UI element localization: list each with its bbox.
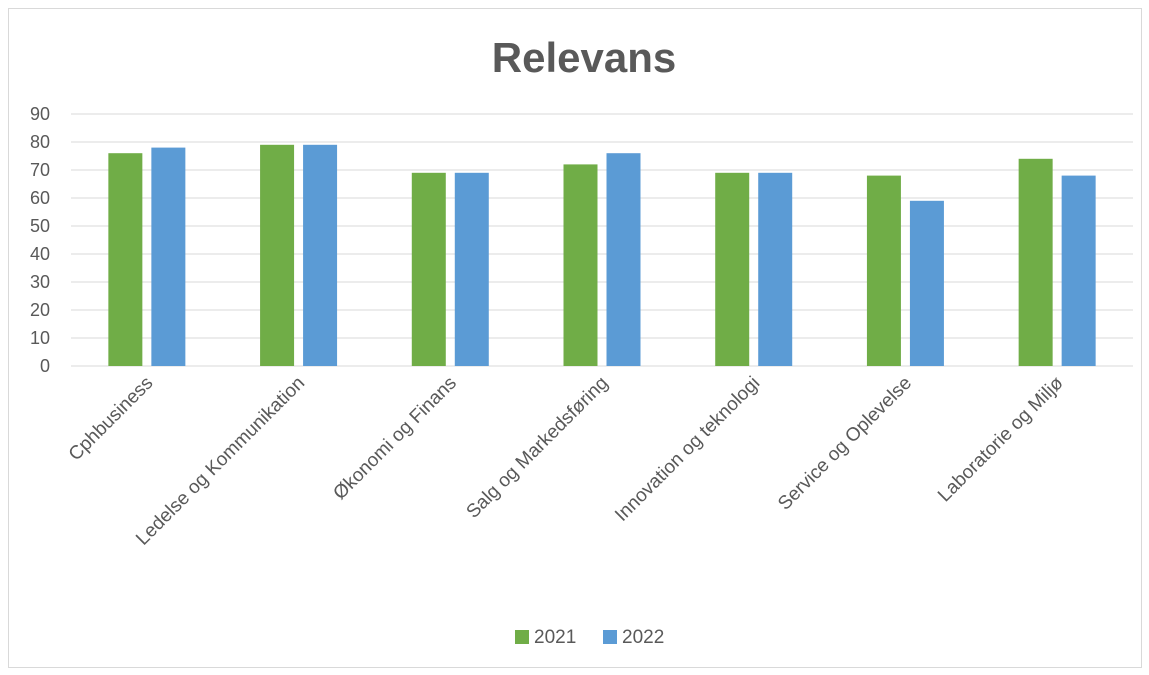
x-tick-label: Salg og Markedsføring bbox=[463, 373, 613, 523]
bar-2022-4 bbox=[758, 172, 793, 366]
chart-title: Relevans bbox=[492, 34, 676, 81]
legend-swatch-2022 bbox=[603, 630, 617, 644]
legend-label: 2021 bbox=[534, 627, 576, 648]
y-tick-label: 60 bbox=[30, 188, 50, 208]
y-tick-label: 50 bbox=[30, 216, 50, 236]
bar-2021-6 bbox=[1018, 158, 1053, 366]
y-axis-ticks: 0 10 20 30 40 50 60 70 80 90 bbox=[30, 104, 50, 376]
bar-2022-0 bbox=[151, 147, 186, 366]
y-tick-label: 0 bbox=[40, 356, 50, 376]
bar-2021-4 bbox=[715, 172, 750, 366]
y-tick-label: 70 bbox=[30, 160, 50, 180]
x-tick-label: Innovation og teknologi bbox=[611, 373, 764, 526]
bar-2021-5 bbox=[866, 175, 901, 366]
legend-label: 2022 bbox=[622, 627, 664, 648]
x-tick-label: Cphbusiness bbox=[65, 373, 158, 466]
bar-2021-1 bbox=[260, 144, 295, 366]
x-tick-label: Laboratorie og Miljø bbox=[934, 372, 1068, 506]
x-tick-label: Økonomi og Finans bbox=[329, 373, 460, 504]
bars bbox=[108, 144, 1096, 366]
bar-2021-2 bbox=[411, 172, 446, 366]
bar-2022-2 bbox=[454, 172, 489, 366]
y-tick-label: 80 bbox=[30, 132, 50, 152]
bar-2022-5 bbox=[909, 200, 944, 366]
y-tick-label: 40 bbox=[30, 244, 50, 264]
x-tick-label: Service og Oplevelse bbox=[774, 373, 916, 515]
legend-swatch-2021 bbox=[515, 630, 529, 644]
y-tick-label: 30 bbox=[30, 272, 50, 292]
bar-2021-0 bbox=[108, 153, 143, 366]
bar-2022-1 bbox=[303, 144, 338, 366]
y-tick-label: 10 bbox=[30, 328, 50, 348]
gridlines bbox=[71, 113, 1133, 367]
y-tick-label: 20 bbox=[30, 300, 50, 320]
bar-2022-6 bbox=[1061, 175, 1096, 366]
legend: 2021 2022 bbox=[515, 627, 664, 648]
bar-2022-3 bbox=[606, 153, 641, 366]
x-tick-label: Ledelse og Kommunikation bbox=[132, 373, 309, 550]
y-tick-label: 90 bbox=[30, 104, 50, 124]
bar-2021-3 bbox=[563, 164, 598, 366]
